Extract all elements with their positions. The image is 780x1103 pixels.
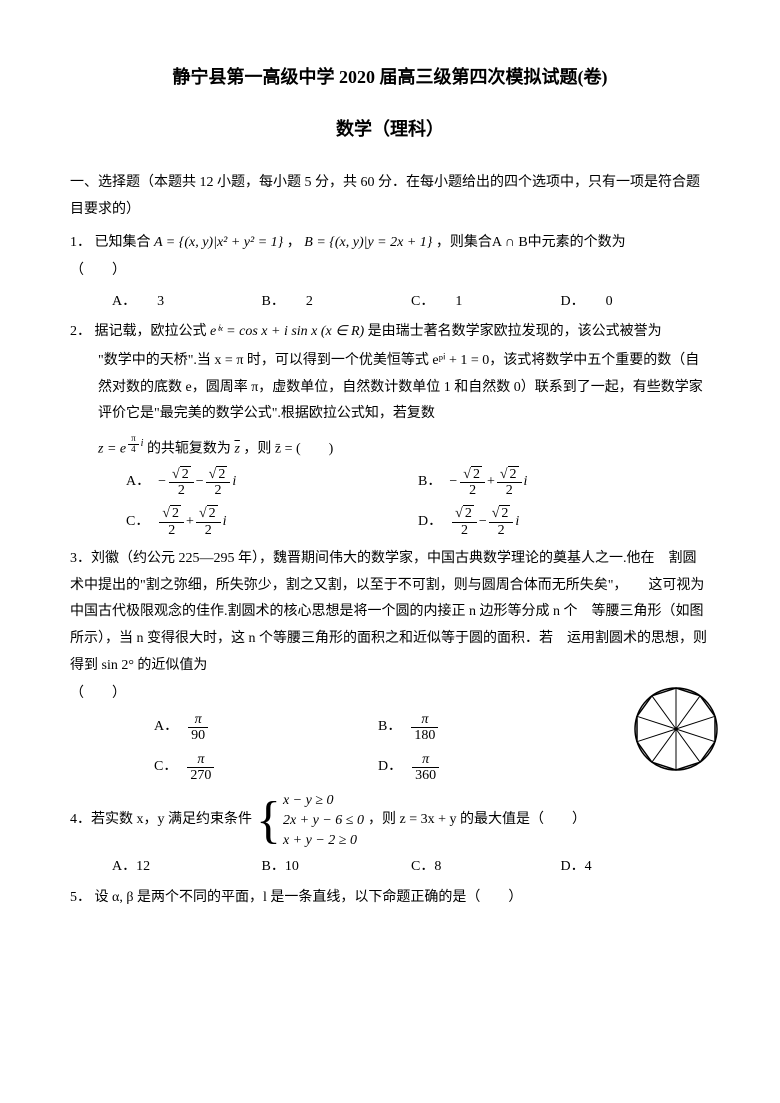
q1-comma: ， <box>287 235 301 250</box>
q1-number: 1． <box>70 235 91 250</box>
q3-c-den: 270 <box>187 768 214 783</box>
q4-text-b: ，则 z = 3x + y 的最大值是（ ） <box>368 807 586 834</box>
q2-b-label: B． <box>418 469 441 496</box>
q1-a-val: 3 <box>157 294 164 309</box>
question-3: 3．刘徽（约公元 225—295 年），魏晋期间伟大的数学家，中国古典数学理论的… <box>70 546 710 679</box>
q4-text-a: 若实数 x，y 满足约束条件 <box>91 807 252 834</box>
q3-d-den: 360 <box>412 768 439 783</box>
q3-a-den: 90 <box>188 728 208 743</box>
q3-opt-c: C． π270 <box>154 752 378 784</box>
q3-opt-d: D． π360 <box>378 752 602 784</box>
decagon-figure-icon <box>632 685 720 784</box>
q2-options: A． −22 −22 i B． −22 +22 i C． 22 +22 i D．… <box>70 463 710 543</box>
q2-zbar: z <box>234 441 239 456</box>
q2-d-label: D． <box>418 509 442 536</box>
q4-opt-d: D．4 <box>561 854 711 881</box>
q3-options: A． π90 B． π180 C． π270 D． π360 <box>70 708 602 788</box>
exam-page: 静宁县第一高级中学 2020 届高三级第四次模拟试题(卷) 数学（理科） 一、选… <box>0 0 780 1103</box>
q2-z-mid: 的共轭复数为 <box>147 441 235 456</box>
q1-set-b: B = {(x, y)|y = 2x + 1} <box>304 235 432 250</box>
q2-body: "数学中的天桥".当 x = π 时，可以得到一个优美恒等式 eᵖⁱ + 1 =… <box>70 348 710 463</box>
brace-icon: { <box>256 795 281 847</box>
q3-number: 3． <box>70 551 91 566</box>
page-subtitle: 数学（理科） <box>70 112 710 146</box>
q4-opt-c: C．8 <box>411 854 561 881</box>
q3-a-num: π <box>188 712 208 728</box>
q1-opt-a: A． 3 <box>112 289 262 316</box>
page-title: 静宁县第一高级中学 2020 届高三级第四次模拟试题(卷) <box>70 60 710 94</box>
q5-text: 设 α, β 是两个不同的平面，l 是一条直线，以下命题正确的是（ ） <box>95 890 523 905</box>
q1-options: A． 3 B． 2 C． 1 D． 0 <box>70 289 710 316</box>
q3-b-label: B． <box>378 714 401 741</box>
q1-a-label: A． <box>112 294 129 309</box>
q2-sup-tail: i <box>141 438 144 449</box>
q1-set-a: A = {(x, y)|x² + y² = 1} <box>154 235 283 250</box>
q4-system: { x − y ≥ 0 2x + y − 6 ≤ 0 x + y − 2 ≥ 0 <box>256 791 364 850</box>
question-1: 1． 已知集合 A = {(x, y)|x² + y² = 1} ， B = {… <box>70 230 710 257</box>
q4-sys2: 2x + y − 6 ≤ 0 <box>283 811 364 831</box>
q2-line2: "数学中的天桥".当 x = π 时，可以得到一个优美恒等式 eᵖⁱ + 1 =… <box>98 348 710 428</box>
q2-intro: 据记载，欧拉公式 <box>95 324 207 339</box>
q3-d-label: D． <box>378 754 402 781</box>
q2-opt-b: B． −22 +22 i <box>418 467 710 499</box>
q1-d-label: D． <box>561 294 578 309</box>
q2-zexpr: z = eπ4i 的共轭复数为 z ，则 z̄ = ( ) <box>98 434 710 463</box>
q4-sys1: x − y ≥ 0 <box>283 791 364 811</box>
q1-text-b: ，则集合A ∩ B中元素的个数为 <box>436 235 626 250</box>
q2-opt-a: A． −22 −22 i <box>126 467 418 499</box>
question-2: 2． 据记载，欧拉公式 eⁱˣ = cos x + i sin x (x ∈ R… <box>70 319 710 346</box>
q1-c-label: C． <box>411 294 427 309</box>
q2-opt-d: D． 22 −22 i <box>418 506 710 538</box>
question-4: 4． 若实数 x，y 满足约束条件 { x − y ≥ 0 2x + y − 6… <box>70 791 710 850</box>
q3-c-label: C． <box>154 754 177 781</box>
q2-c-label: C． <box>126 509 149 536</box>
q2-sup-num: π <box>128 434 139 445</box>
q2-intro2: 是由瑞士著名数学家欧拉发现的，该公式被誉为 <box>368 324 662 339</box>
q2-a-label: A． <box>126 469 150 496</box>
q2-z-tail: ，则 z̄ = ( ) <box>243 441 333 456</box>
q5-number: 5． <box>70 890 91 905</box>
q1-b-label: B． <box>262 294 278 309</box>
q2-sup-den: 4 <box>128 445 139 455</box>
q3-c-num: π <box>187 752 214 768</box>
section-1-header: 一、选择题（本题共 12 小题，每小题 5 分，共 60 分．在每小题给出的四个… <box>70 170 710 223</box>
q4-sys3: x + y − 2 ≥ 0 <box>283 831 364 851</box>
q1-opt-c: C． 1 <box>411 289 561 316</box>
q3-b-den: 180 <box>411 728 438 743</box>
decagon-svg <box>632 685 720 773</box>
q1-c-val: 1 <box>455 294 462 309</box>
q1-d-val: 0 <box>606 294 613 309</box>
q1-b-val: 2 <box>306 294 313 309</box>
q1-opt-d: D． 0 <box>561 289 711 316</box>
q3-paren-row: （ ） <box>70 681 710 708</box>
q2-z-pre: z = e <box>98 441 126 456</box>
q3-paren: （ ） <box>70 686 126 701</box>
q1-opt-b: B． 2 <box>262 289 412 316</box>
q4-opt-a: A．12 <box>112 854 262 881</box>
q3-b-num: π <box>411 712 438 728</box>
q2-euler: eⁱˣ = cos x + i sin x (x ∈ R) <box>210 324 364 339</box>
question-5: 5． 设 α, β 是两个不同的平面，l 是一条直线，以下命题正确的是（ ） <box>70 885 710 912</box>
q1-text-a: 已知集合 <box>95 235 151 250</box>
q3-text: 刘徽（约公元 225—295 年），魏晋期间伟大的数学家，中国古典数学理论的奠基… <box>70 551 707 672</box>
q4-number: 4． <box>70 807 91 834</box>
q2-number: 2． <box>70 324 91 339</box>
q4-opt-b: B．10 <box>262 854 412 881</box>
q3-d-num: π <box>412 752 439 768</box>
q3-a-label: A． <box>154 714 178 741</box>
q1-paren: （ ） <box>70 258 710 285</box>
q3-opt-a: A． π90 <box>154 712 378 744</box>
q4-options: A．12 B．10 C．8 D．4 <box>70 854 710 881</box>
q2-opt-c: C． 22 +22 i <box>126 506 418 538</box>
q3-opt-b: B． π180 <box>378 712 602 744</box>
